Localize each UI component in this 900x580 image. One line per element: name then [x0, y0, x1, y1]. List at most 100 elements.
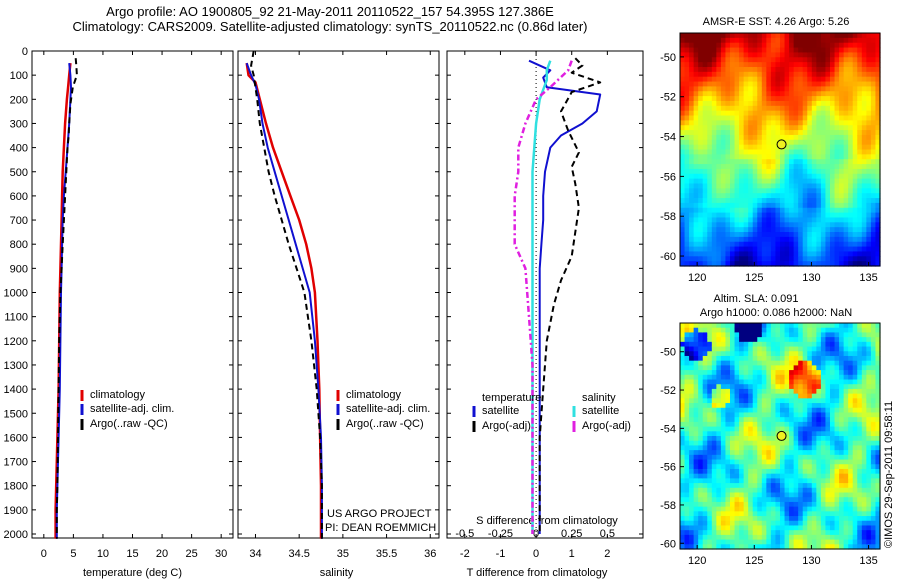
series-line-argo-raw-qc-: [55, 58, 78, 539]
salinity-x-tick-label: 35: [337, 548, 349, 560]
sla-map-argo-marker: [776, 430, 787, 441]
depth-tick-label: 1000: [4, 288, 28, 300]
sla-map-y-tick-label: -58: [660, 500, 676, 512]
sst-map-y-tick-label: -60: [660, 251, 676, 263]
depth-tick-label: 700: [10, 215, 28, 227]
temperature-axes-frame: [31, 50, 234, 539]
legend-entry: climatology: [346, 389, 402, 401]
legend-entry: Argo(-adj): [482, 420, 531, 432]
temperature-panel: 0100200300400500600700800900100011001200…: [4, 46, 234, 579]
salinity-x-tick-label: 36: [424, 548, 436, 560]
legend-entry: Argo(..raw -QC): [90, 418, 168, 430]
difference-x-tick-label: 2: [604, 548, 610, 560]
sst-map-x-tick-label: 135: [859, 272, 877, 284]
sla-map-frame: [679, 322, 881, 550]
imos-stamp: ©IMOS 29-Sep-2011 09:58:11: [883, 401, 895, 548]
project-credit: US ARGO PROJECT: [327, 508, 432, 520]
sst-map-argo-marker: [776, 139, 787, 150]
sst-map-title: AMSR-E SST: 4.26 Argo: 5.26: [703, 16, 850, 28]
sla-map-title: Altim. SLA: 0.091: [714, 293, 799, 305]
difference-panel: -2 -1 0 1 2 T difference from climatology -0.5…: [446, 50, 644, 579]
depth-tick-label: 800: [10, 239, 28, 251]
sst-map-y-tick-label: -52: [660, 92, 676, 104]
difference-x-tick-label: 0: [533, 548, 539, 560]
sst-map-y-tick-label: -56: [660, 171, 676, 183]
sst-map-x-tick-label: 120: [688, 272, 706, 284]
depth-tick-label: 1700: [4, 457, 28, 469]
depth-tick-label: 500: [10, 167, 28, 179]
salinity-difference-tick-label: -0.5: [455, 528, 474, 540]
depth-tick-label: 2000: [4, 529, 28, 541]
depth-tick-label: 1800: [4, 481, 28, 493]
sla-map-title: Argo h1000: 0.086 h2000: NaN: [700, 307, 852, 319]
difference-x-tick-label: -1: [496, 548, 506, 560]
series-line-salinity-satellite: [531, 60, 552, 534]
series-line-salinity-argo-adj-: [513, 60, 573, 534]
sla-map-x-tick-label: 125: [745, 555, 763, 567]
legend-entry: satellite-adj. clim.: [90, 403, 174, 415]
depth-tick-label: 200: [10, 94, 28, 106]
legend-group-temperature: temperature: [482, 392, 541, 404]
temperature-x-tick-label: 15: [126, 548, 138, 560]
sla-map-x-tick-label: 130: [802, 555, 820, 567]
series-line-temperature-argo-adj-: [538, 57, 602, 534]
depth-tick-label: 300: [10, 118, 28, 130]
pi-credit: PI: DEAN ROEMMICH: [325, 522, 436, 534]
temperature-x-axis-label: temperature (deg C): [83, 567, 182, 579]
sla-map-y-tick-label: -50: [660, 347, 676, 359]
temperature-x-tick-label: 30: [215, 548, 227, 560]
salinity-difference-tick-label: 0.25: [561, 528, 582, 540]
sst-map-y-tick-label: -50: [660, 52, 676, 64]
sla-map-y-tick-label: -54: [660, 423, 676, 435]
salinity-panel: 34 34.5 35 35.5 36 salinity climatology satelli…: [237, 50, 440, 579]
depth-tick-label: 400: [10, 143, 28, 155]
depth-tick-label: 1100: [4, 312, 28, 324]
depth-tick-label: 1600: [4, 432, 28, 444]
sst-map-y-tick-label: -58: [660, 211, 676, 223]
sst-map-y-tick-label: -54: [660, 132, 676, 144]
legend-entry: Argo(..raw -QC): [346, 418, 424, 430]
sst-map-x-tick-label: 130: [802, 272, 820, 284]
salinity-difference-tick-label: -0.25: [488, 528, 513, 540]
series-line-argo-raw-qc-: [250, 50, 323, 539]
sla-map-x-tick-label: 120: [688, 555, 706, 567]
legend-entry: satellite-adj. clim.: [346, 403, 430, 415]
difference-x-tick-label: 1: [569, 548, 575, 560]
depth-tick-label: 600: [10, 191, 28, 203]
salinity-x-axis-label: salinity: [320, 567, 354, 579]
figure-title-line2: Climatology: CARS2009. Satellite-adjuste…: [72, 19, 588, 34]
legend-entry: climatology: [90, 389, 146, 401]
sla-map-x-tick-label: 135: [859, 555, 877, 567]
figure-title-line1: Argo profile: AO 1900805_92 21-May-2011 …: [106, 4, 554, 19]
depth-tick-label: 1200: [4, 336, 28, 348]
legend-group-salinity: salinity: [582, 392, 616, 404]
temperature-x-tick-label: 10: [97, 548, 109, 560]
difference-x-tick-label: -2: [460, 548, 470, 560]
legend-entry: Argo(-adj): [582, 420, 631, 432]
sla-map-y-tick-label: -52: [660, 385, 676, 397]
depth-tick-label: 100: [10, 70, 28, 82]
salinity-difference-tick-label: 0.5: [600, 528, 615, 540]
depth-tick-label: 900: [10, 263, 28, 275]
temperature-x-tick-label: 0: [41, 548, 47, 560]
depth-tick-label: 0: [22, 46, 28, 58]
sla-map-panel: 120 125 130 135 -50 -52 -54 -56 -58 -60 Altim. SLA…: [660, 293, 881, 567]
sst-map-image: [680, 33, 881, 267]
salinity-axes-frame: [237, 50, 440, 539]
salinity-x-tick-label: 34.5: [288, 548, 309, 560]
series-line-satellite-adj-clim-: [245, 62, 323, 539]
legend-entry: satellite: [482, 405, 519, 417]
temperature-x-tick-label: 5: [70, 548, 76, 560]
salinity-x-tick-label: 34: [249, 548, 261, 560]
legend-entry: satellite: [582, 405, 619, 417]
sst-map-panel: 120 125 130 135 -50 -52 -54 -56 -58 -60 AMSR-E SST…: [660, 16, 881, 284]
sla-map-image: [680, 323, 881, 550]
difference-x-axis-label: T difference from climatology: [467, 567, 608, 579]
sla-map-y-tick-label: -60: [660, 538, 676, 550]
salinity-x-tick-label: 35.5: [376, 548, 397, 560]
salinity-difference-tick-label: 0: [533, 528, 539, 540]
salinity-difference-axis-label: S difference from climatology: [476, 515, 618, 527]
temperature-x-tick-label: 25: [185, 548, 197, 560]
series-line-temperature-satellite: [528, 59, 602, 534]
